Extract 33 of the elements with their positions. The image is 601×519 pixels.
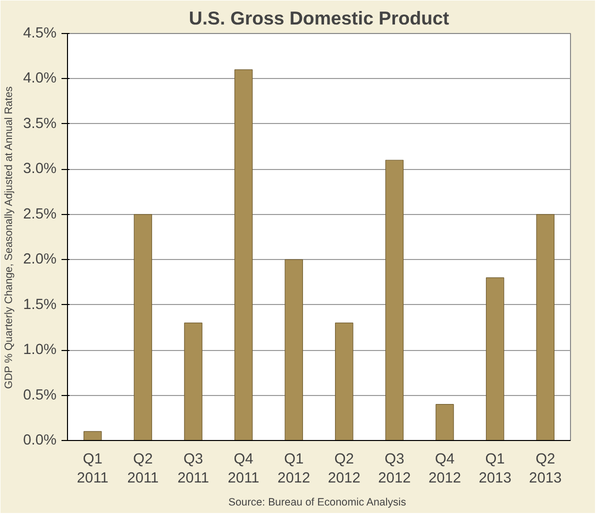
x-tick-label: Q1 2011 <box>76 452 108 487</box>
bar <box>184 322 202 440</box>
x-tick-label: Q2 2013 <box>529 452 562 487</box>
y-tick-label: 2.0% <box>23 252 56 268</box>
bar <box>134 214 152 440</box>
bar <box>536 214 554 440</box>
x-tick-label: Q1 2012 <box>278 452 310 487</box>
bar <box>284 259 303 440</box>
y-tick-label: 3.5% <box>23 116 56 132</box>
y-tick-label: 3.0% <box>23 161 56 178</box>
x-tick-label: Q3 2011 <box>177 452 210 487</box>
y-tick-label: 0.5% <box>23 387 56 404</box>
x-tick-label: Q2 2011 <box>127 452 159 487</box>
bar <box>335 322 354 440</box>
x-tick-label: Q4 2011 <box>228 452 260 487</box>
x-tick-label: Q3 2012 <box>378 452 411 487</box>
x-tick-label: Q2 2012 <box>328 452 360 487</box>
y-tick-label: 1.0% <box>23 342 56 358</box>
y-tick-label: 4.0% <box>23 70 56 87</box>
x-tick-label: Q1 2013 <box>478 452 512 487</box>
bar <box>436 404 454 440</box>
y-axis-title: GDP % Quarterly Change, Seasonally Adjusted at Annual Rates <box>3 86 16 389</box>
y-tick-label: 4.5% <box>23 26 56 42</box>
bar <box>84 431 102 440</box>
y-tick-label: 2.5% <box>23 206 56 222</box>
bar <box>486 277 504 440</box>
chart-title: U.S. Gross Domestic Product <box>188 8 450 28</box>
bar <box>234 69 253 440</box>
x-tick-label: Q4 2012 <box>428 452 462 487</box>
y-tick-label: 1.5% <box>23 296 56 313</box>
bar <box>385 160 404 440</box>
source-note: Source: Bureau of Economic Analysis <box>228 496 406 508</box>
y-tick-label: 0.0% <box>23 432 56 448</box>
